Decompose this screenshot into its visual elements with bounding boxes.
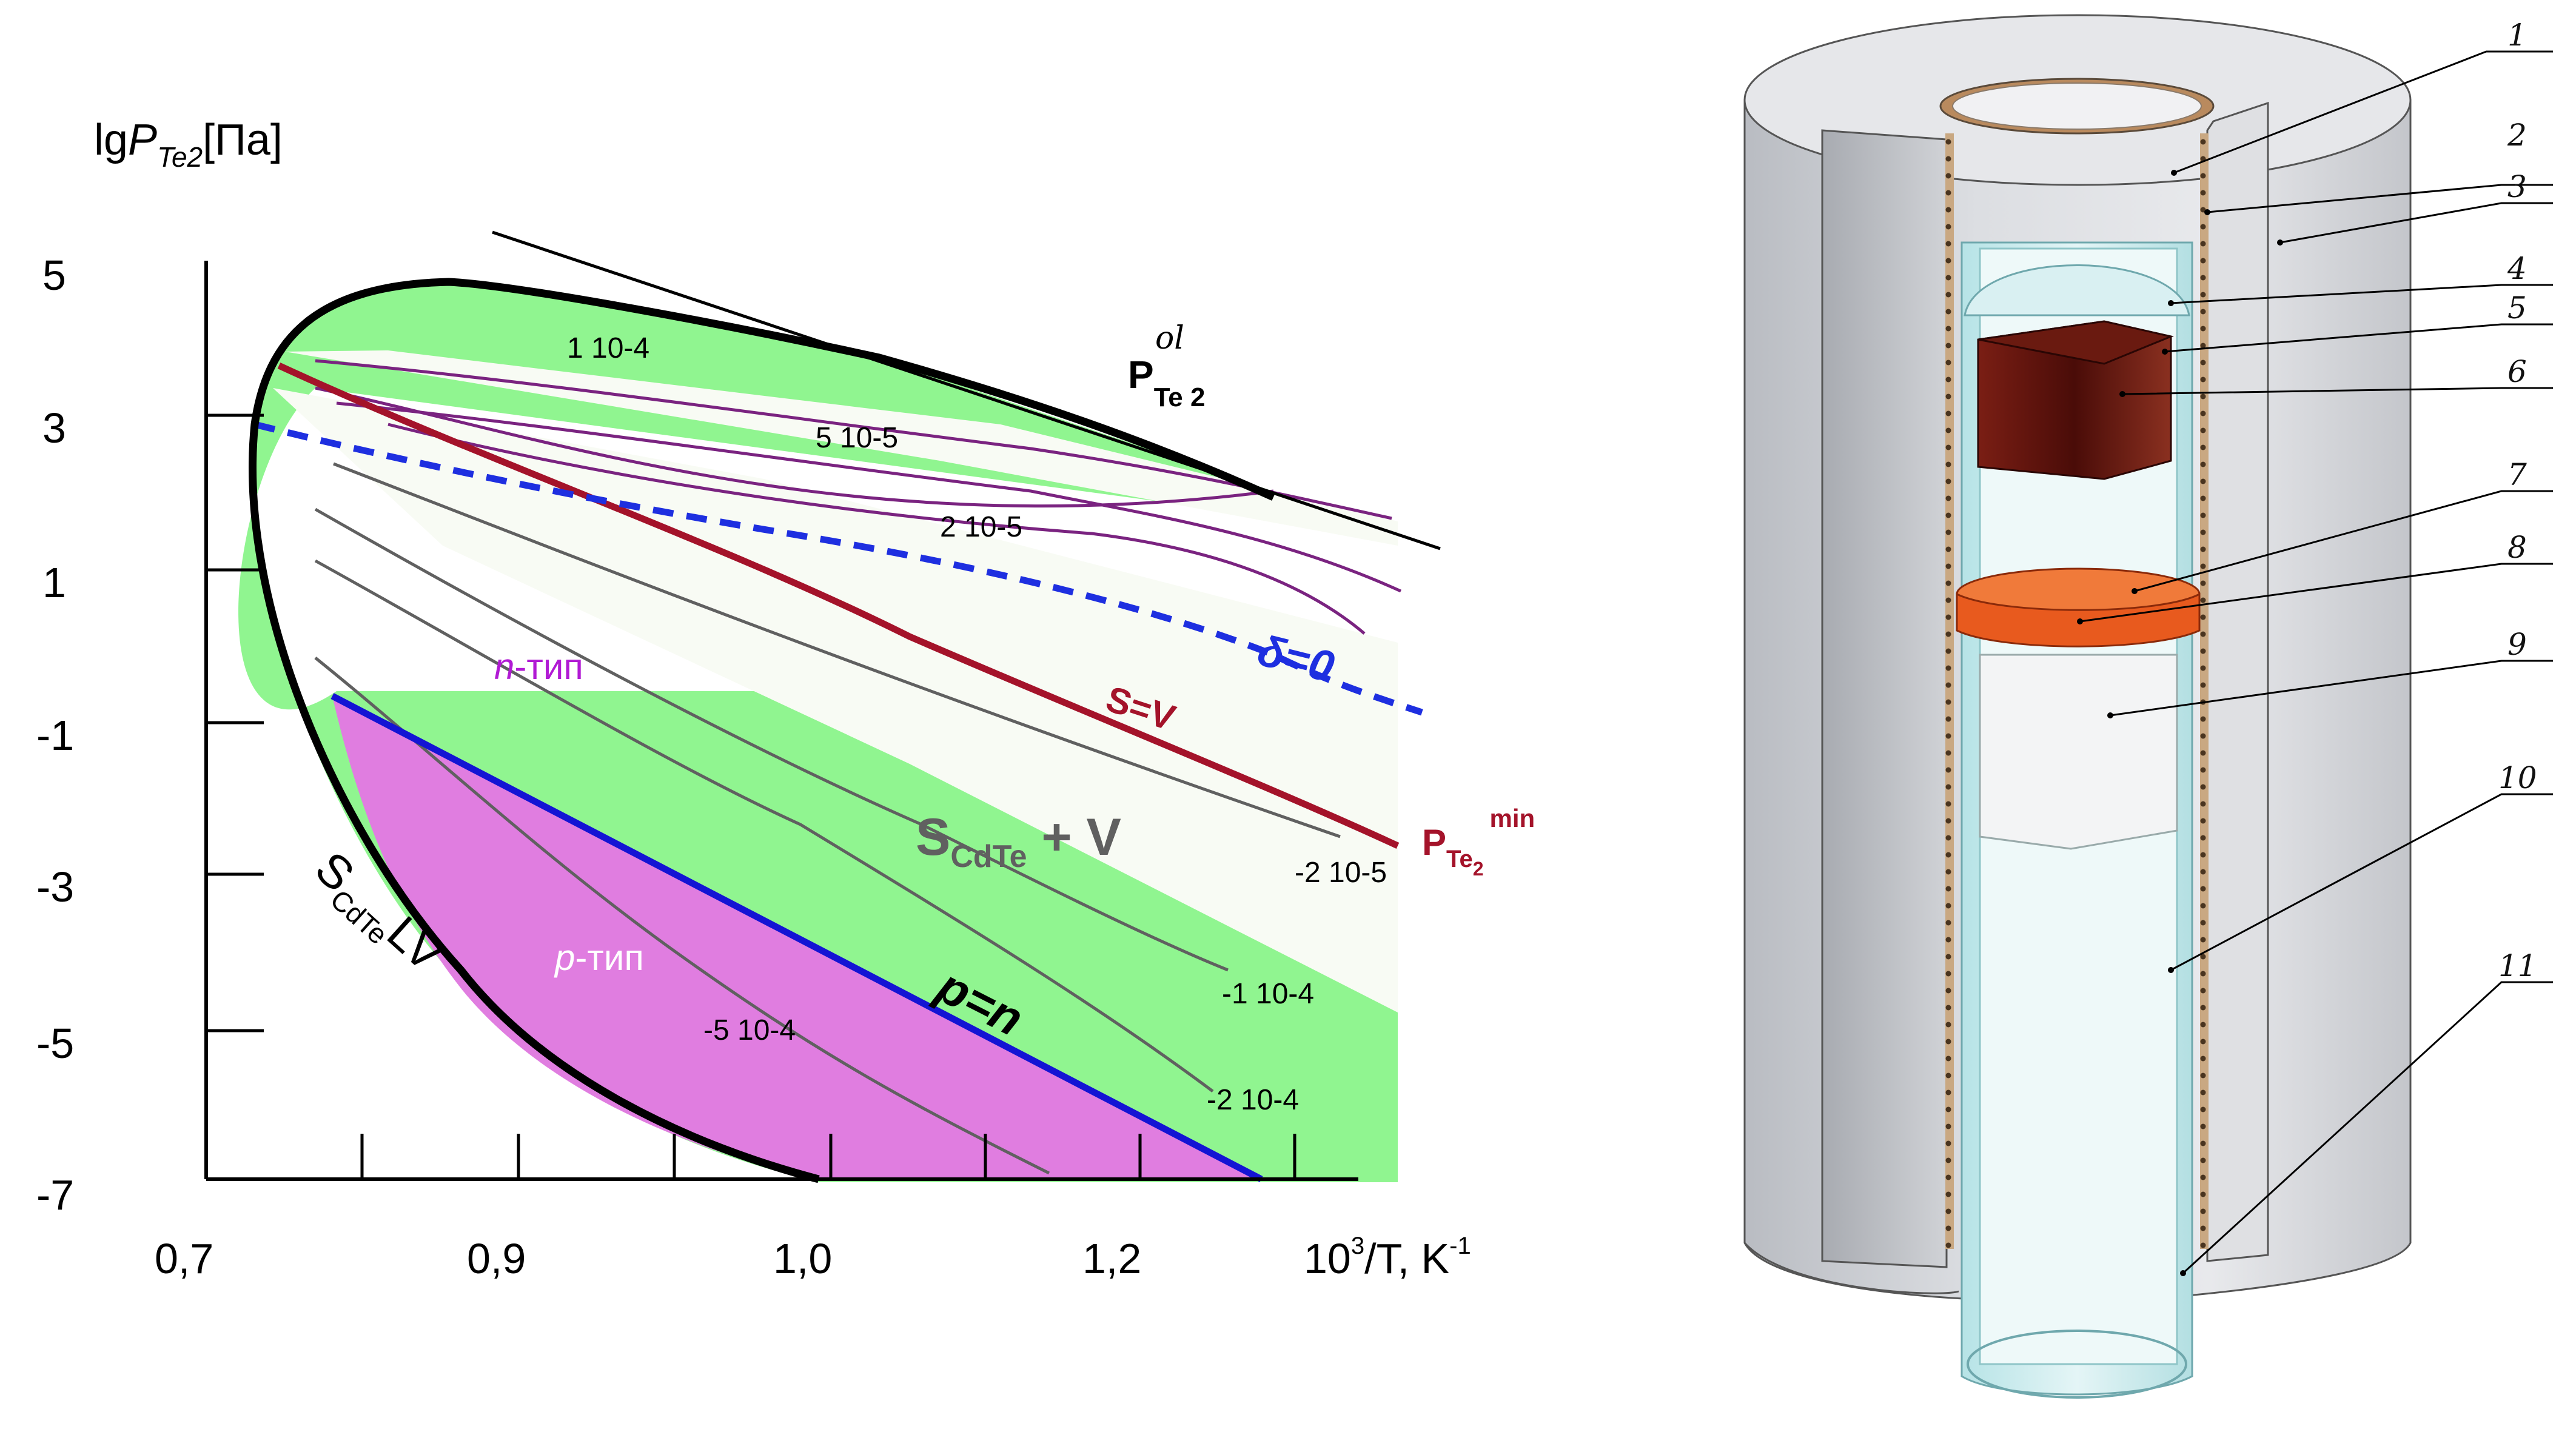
p-ol-label: PTe 2ol <box>1128 320 1205 412</box>
leader-dots <box>2077 170 2283 1276</box>
y-tick-label: -5 <box>36 1020 74 1067</box>
iso-label: 1 10-4 <box>567 332 649 364</box>
y-tick-label: 1 <box>42 559 66 606</box>
callout-2: 2 <box>2507 118 2527 153</box>
callout-10: 10 <box>2498 760 2537 795</box>
callout-5: 5 <box>2507 290 2527 326</box>
cutaway-face-left <box>1821 129 1948 1268</box>
iso-label: -2 10-4 <box>1207 1084 1299 1116</box>
iso-line-upper <box>315 386 1274 508</box>
callout-leaders <box>2079 50 2553 1274</box>
callout-8: 8 <box>2507 530 2527 565</box>
s-eq-v-line <box>277 363 1400 849</box>
phase-diagram: 5 3 1 -1 -3 -5 -7 0,7 0,9 1,0 1,2 103/T,… <box>36 116 1535 1282</box>
iso-label: 2 10-5 <box>940 511 1022 543</box>
iso-line-gray-4 <box>314 657 1050 1175</box>
iso-line-gray-1 <box>333 462 1341 838</box>
y-tick-label: 5 <box>42 252 66 299</box>
x-tick-label: 1,0 <box>773 1235 832 1282</box>
x-ticks <box>360 1134 1296 1179</box>
callout-7: 7 <box>2507 457 2527 492</box>
block-9 <box>1979 654 2178 850</box>
p-eq-n-line <box>330 693 1263 1182</box>
iso-line-gray-2 <box>314 507 1229 972</box>
p-min-label: PTe2min <box>1422 804 1535 880</box>
heater-right <box>2200 133 2209 1249</box>
light-band-main <box>273 388 1398 1012</box>
y-tick-label: -7 <box>36 1171 74 1219</box>
iso-label: -1 10-4 <box>1222 978 1314 1010</box>
x-tick-label: 0,9 <box>467 1235 526 1282</box>
x-tick-label: 0,7 <box>155 1235 213 1282</box>
top-ring-inner <box>1952 82 2202 130</box>
y-axis-label: lgPTe2[Па] <box>94 116 283 173</box>
callout-9: 9 <box>2507 627 2527 662</box>
y-ticks <box>206 413 264 1032</box>
delta-zero-line <box>253 421 1423 716</box>
callout-4: 4 <box>2507 251 2527 286</box>
iso-label: 5 10-5 <box>816 422 898 454</box>
iso-label: -2 10-5 <box>1295 857 1387 889</box>
y-tick-label: -1 <box>36 712 74 759</box>
tube-bottom <box>1967 1330 2187 1399</box>
y-tick-label: 3 <box>42 404 66 452</box>
x-tick-label: 1,2 <box>1082 1235 1141 1282</box>
cutaway-face-right <box>2206 101 2269 1262</box>
n-type-label: n-тип <box>494 646 583 687</box>
x-axis-label: 103/T, K-1 <box>1304 1233 1471 1282</box>
crystal-top <box>1977 320 2174 365</box>
insulation-bottom-edge <box>1743 1242 1959 1294</box>
solidus-boundary <box>249 278 1275 1183</box>
p-type-label: p-тип <box>554 937 644 978</box>
iso-line-2e-5 <box>387 423 1366 635</box>
callout-6: 6 <box>2507 354 2527 389</box>
callout-3: 3 <box>2507 169 2527 204</box>
iso-label: -5 10-4 <box>703 1014 796 1046</box>
ampoule-dome <box>1964 264 2190 316</box>
p-ol-tangent <box>492 230 1441 550</box>
callout-11: 11 <box>2498 948 2537 983</box>
y-tick-label: -3 <box>36 863 74 911</box>
iso-line-gray-3 <box>314 559 1214 1093</box>
iso-line-5e-5 <box>336 401 1402 593</box>
furnace-cutaway: 1 2 3 4 5 6 7 8 9 10 11 <box>1743 14 2553 1399</box>
s-cdte-v-label: SCdTe + V <box>916 808 1121 874</box>
callout-1: 1 <box>2507 18 2527 53</box>
heater-left <box>1945 133 1954 1249</box>
